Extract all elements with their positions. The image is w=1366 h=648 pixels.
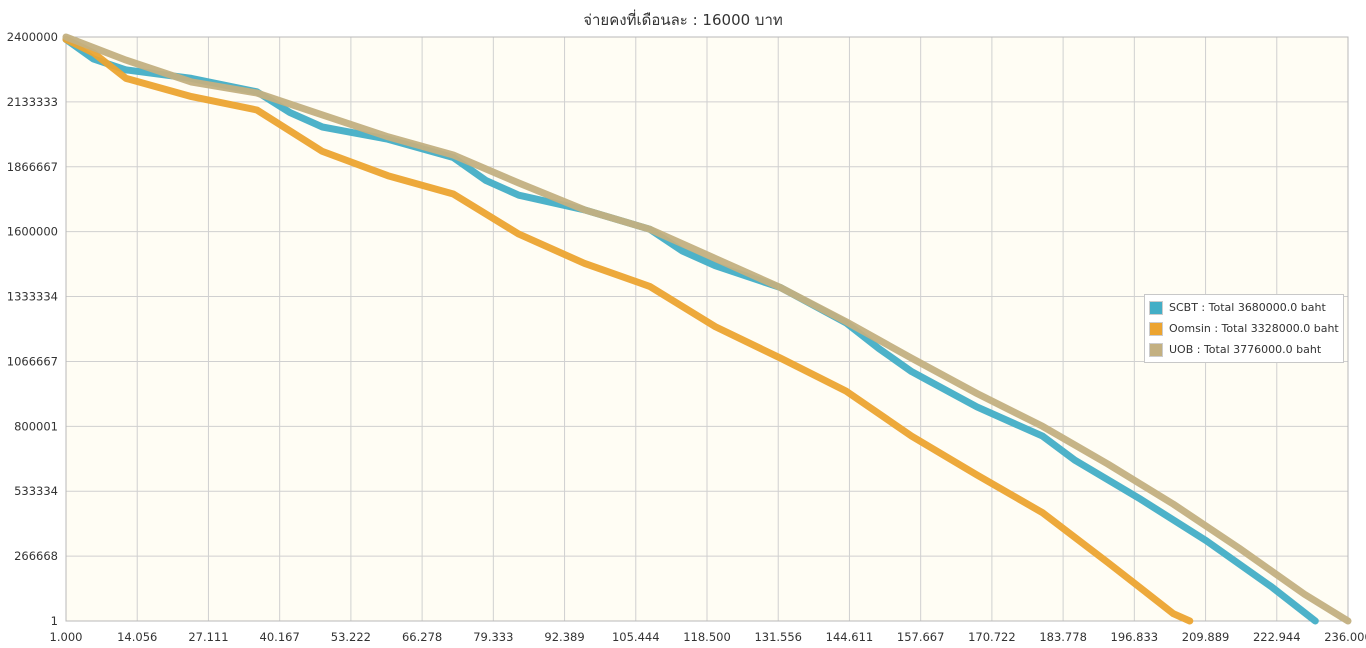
x-tick-label: 40.167 [260,630,300,644]
x-tick-label: 79.333 [473,630,513,644]
y-tick-label: 1066667 [7,354,58,368]
x-tick-label: 131.556 [754,630,802,644]
x-tick-label: 118.500 [683,630,731,644]
x-tick-label: 66.278 [402,630,442,644]
legend-label-oomsin: Oomsin : Total 3328000.0 baht [1169,322,1339,335]
y-tick-label: 1333334 [7,290,58,304]
legend-item-uob[interactable]: UOB : Total 3776000.0 baht [1149,339,1339,360]
x-tick-label: 1.000 [50,630,83,644]
y-tick-label: 266668 [14,549,58,563]
x-tick-label: 27.111 [188,630,228,644]
legend-label-scbt: SCBT : Total 3680000.0 baht [1169,301,1326,314]
x-tick-label: 222.944 [1253,630,1301,644]
y-tick-label: 1866667 [7,160,58,174]
y-tick-label: 533334 [14,484,58,498]
legend-swatch-uob [1149,342,1163,357]
legend-swatch-scbt [1149,300,1163,315]
legend: SCBT : Total 3680000.0 baht Oomsin : Tot… [1144,294,1344,363]
x-tick-label: 144.611 [826,630,874,644]
plot-border [65,36,1349,622]
y-tick-label: 2400000 [7,30,58,44]
legend-label-uob: UOB : Total 3776000.0 baht [1169,343,1322,356]
x-tick-label: 53.222 [331,630,371,644]
y-tick-label: 1600000 [7,225,58,239]
chart-title: จ่ายคงที่เดือนละ : 16000 บาท [583,11,783,29]
legend-item-scbt[interactable]: SCBT : Total 3680000.0 baht [1149,297,1339,318]
y-tick-label: 800001 [14,419,58,433]
x-tick-label: 92.389 [544,630,584,644]
x-tick-label: 196.833 [1111,630,1159,644]
y-tick-label: 2133333 [7,95,58,109]
x-tick-label: 105.444 [612,630,660,644]
series-line-1 [62,35,1194,625]
legend-swatch-oomsin [1149,321,1163,336]
series-line-2 [62,33,1352,625]
x-tick-label: 236.000 [1324,630,1366,644]
legend-item-oomsin[interactable]: Oomsin : Total 3328000.0 baht [1149,318,1339,339]
y-tick-label: 1 [51,614,58,628]
x-tick-label: 14.056 [117,630,157,644]
x-tick-label: 209.889 [1182,630,1230,644]
x-tick-label: 183.778 [1039,630,1087,644]
x-tick-label: 170.722 [968,630,1016,644]
x-tick-label: 157.667 [897,630,945,644]
